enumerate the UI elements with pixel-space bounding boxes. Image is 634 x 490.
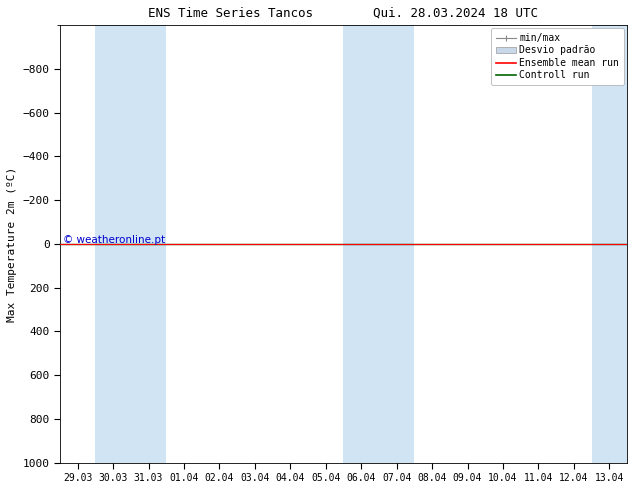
Title: ENS Time Series Tancos        Qui. 28.03.2024 18 UTC: ENS Time Series Tancos Qui. 28.03.2024 1…	[148, 7, 538, 20]
Text: © weatheronline.pt: © weatheronline.pt	[63, 235, 165, 245]
Bar	[344, 25, 379, 463]
Legend: min/max, Desvio padrão, Ensemble mean run, Controll run: min/max, Desvio padrão, Ensemble mean ru…	[491, 28, 624, 85]
Y-axis label: Max Temperature 2m (ºC): Max Temperature 2m (ºC)	[7, 166, 17, 321]
Bar	[95, 25, 131, 463]
Bar	[131, 25, 166, 463]
Bar	[592, 25, 627, 463]
Bar	[379, 25, 415, 463]
